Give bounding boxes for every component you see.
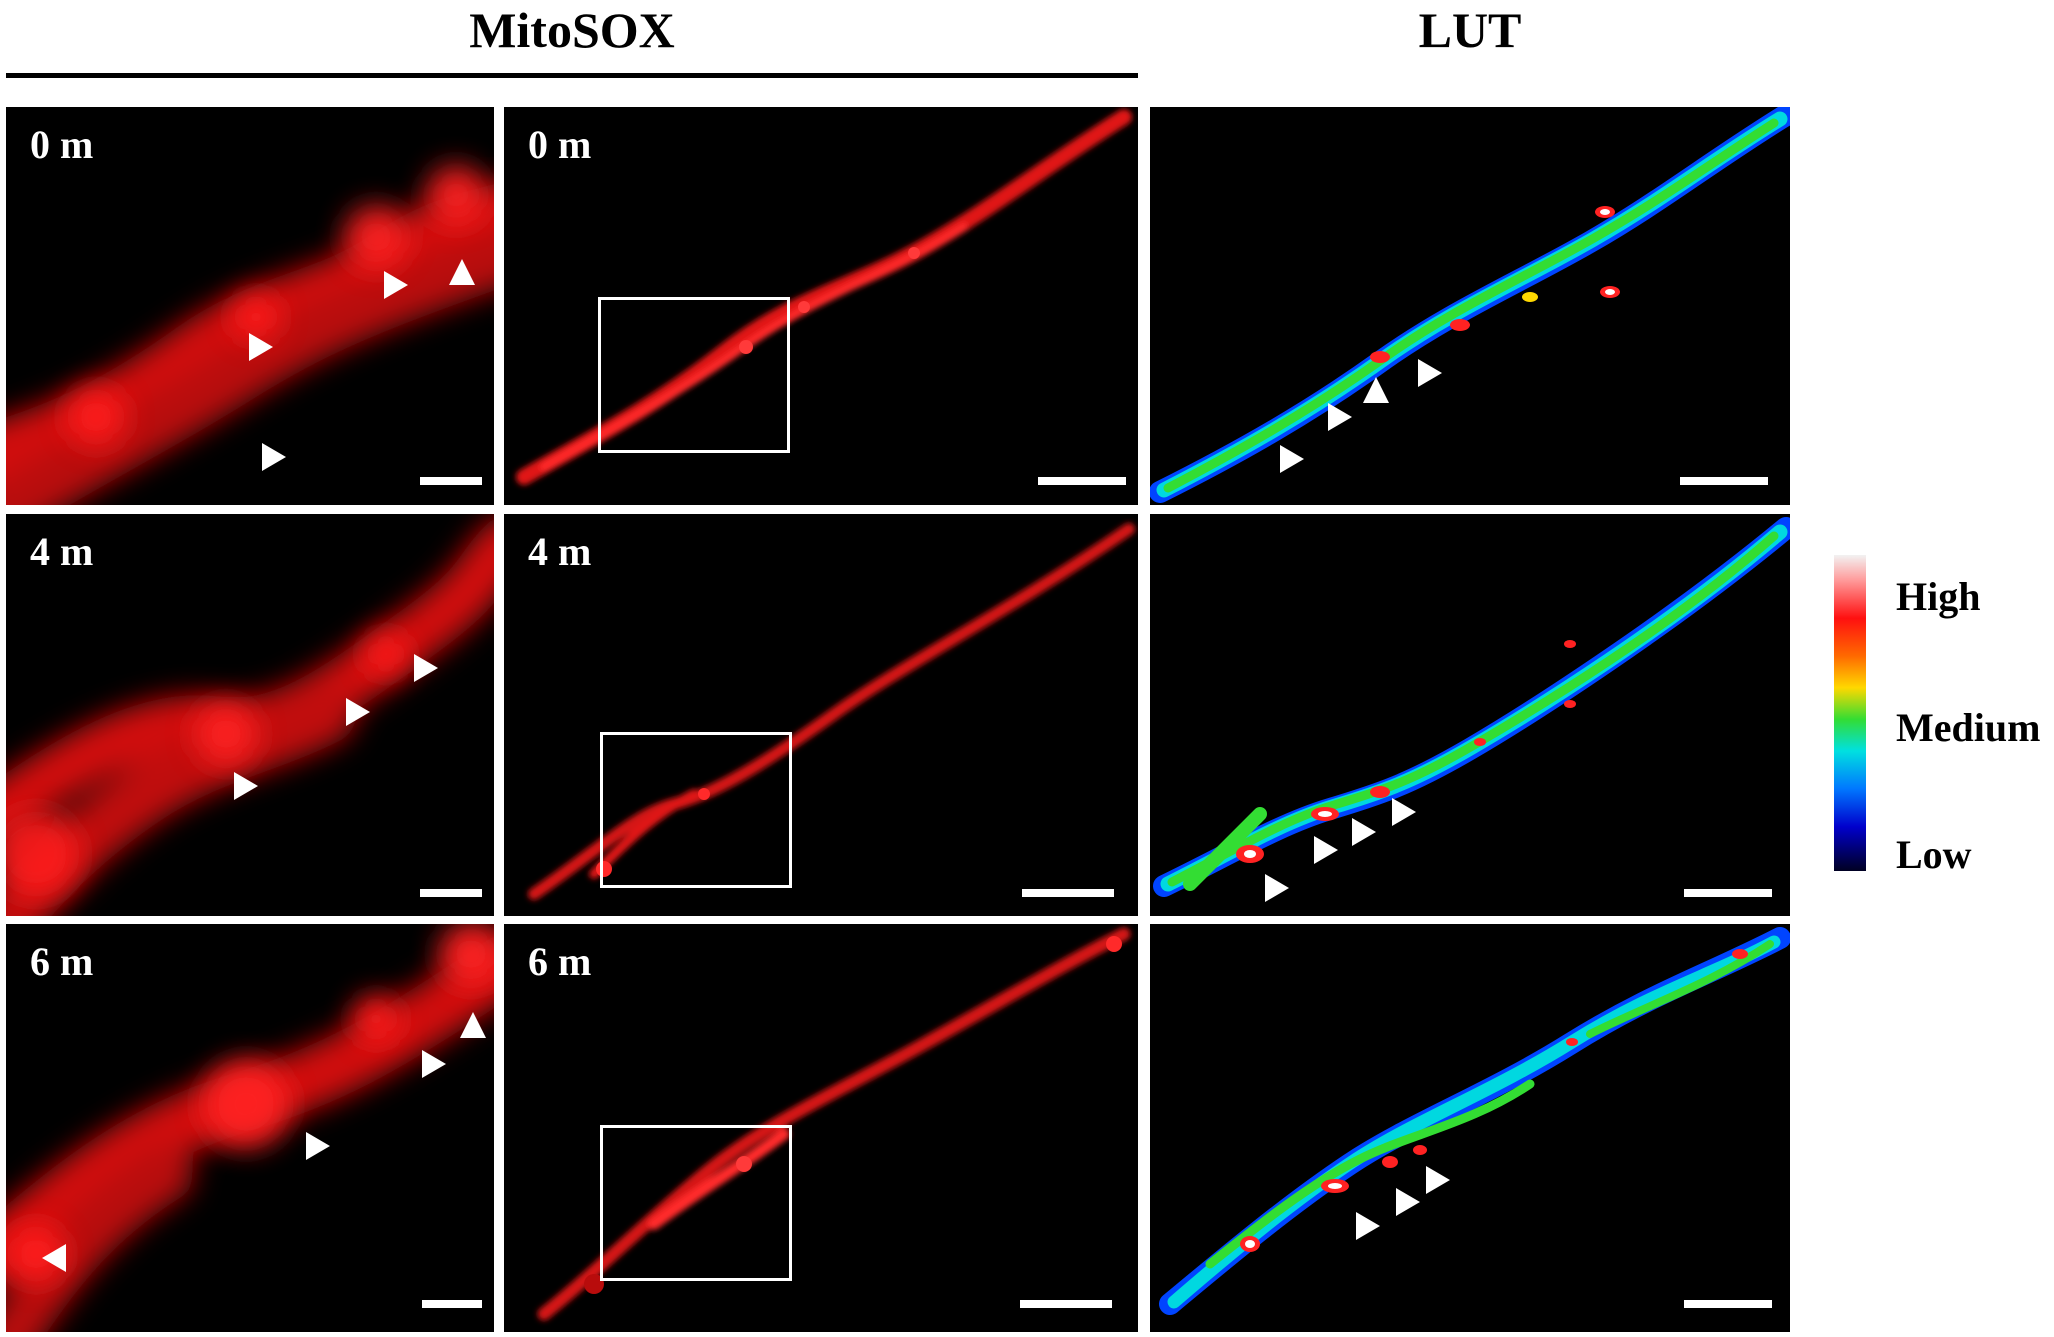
arrowhead-marker (1426, 1166, 1450, 1194)
scale-bar (1680, 477, 1768, 485)
overview-image-4m (528, 523, 1135, 900)
mitosox-header-rule (6, 73, 1138, 78)
lut-image-0m (1150, 107, 1790, 503)
legend-label-high: High (1896, 574, 1981, 619)
arrowhead-marker (1328, 403, 1352, 431)
zoom-panel-4m: 4 m (6, 514, 494, 916)
zoom-panel-0m: 0 m (6, 107, 494, 505)
arrowhead-marker (262, 443, 286, 471)
lut-column-header: LUT (1418, 2, 1522, 58)
arrowhead-marker (422, 1050, 446, 1078)
roi-box (600, 732, 792, 888)
legend-label-medium: Medium (1896, 705, 2041, 750)
arrowhead-marker (1396, 1188, 1420, 1216)
scale-bar (422, 1300, 482, 1308)
overview-panel-0m: 0 m (504, 107, 1138, 505)
arrowhead-marker (306, 1132, 330, 1160)
arrowhead-marker (346, 698, 370, 726)
legend-label-low: Low (1896, 832, 1972, 877)
arrowhead-marker (1392, 798, 1416, 826)
lut-colorbar (1834, 555, 1866, 871)
arrowhead-marker (42, 1244, 66, 1272)
lut-panel-0m (1150, 107, 1790, 505)
overview-panel-6m: 6 m (504, 924, 1138, 1332)
zoom-panel-6m: 6 m (6, 924, 494, 1332)
scale-bar (420, 477, 482, 485)
arrowhead-marker (249, 333, 273, 361)
mitosox-column-header: MitoSOX (469, 2, 675, 58)
zoom-image-0m (6, 165, 494, 505)
arrowhead-marker (384, 271, 408, 299)
scale-bar (1684, 1300, 1772, 1308)
arrowhead-marker (1280, 445, 1304, 473)
time-label: 0 m (30, 122, 94, 167)
lut-panel-6m (1150, 924, 1790, 1332)
arrowhead-marker (414, 654, 438, 682)
lut-image-4m (1153, 517, 1790, 902)
scale-bar (1020, 1300, 1112, 1308)
time-label: 0 m (528, 122, 592, 167)
zoom-image-4m (6, 519, 494, 916)
lut-panel-4m (1150, 514, 1790, 916)
arrowhead-marker (1363, 377, 1389, 403)
time-label: 6 m (528, 939, 592, 984)
arrowhead-marker (460, 1012, 486, 1038)
overview-panel-4m: 4 m (504, 514, 1138, 916)
scale-bar (1038, 477, 1126, 485)
roi-box (598, 297, 790, 453)
arrowhead-marker (1314, 836, 1338, 864)
overview-image-0m (516, 109, 1132, 485)
arrowhead-marker (449, 259, 475, 285)
overview-image-6m (537, 927, 1131, 1321)
arrowhead-marker (1352, 818, 1376, 846)
time-label: 6 m (30, 939, 94, 984)
zoom-image-6m (6, 924, 494, 1332)
arrowhead-marker (1418, 359, 1442, 387)
arrowhead-marker (1265, 874, 1289, 902)
scale-bar (1684, 889, 1772, 897)
lut-image-6m (1159, 927, 1790, 1315)
arrowhead-marker (1356, 1212, 1380, 1240)
scale-bar (420, 889, 482, 897)
time-label: 4 m (30, 529, 94, 574)
arrowhead-marker (234, 772, 258, 800)
time-label: 4 m (528, 529, 592, 574)
roi-box (600, 1125, 792, 1281)
scale-bar (1022, 889, 1114, 897)
